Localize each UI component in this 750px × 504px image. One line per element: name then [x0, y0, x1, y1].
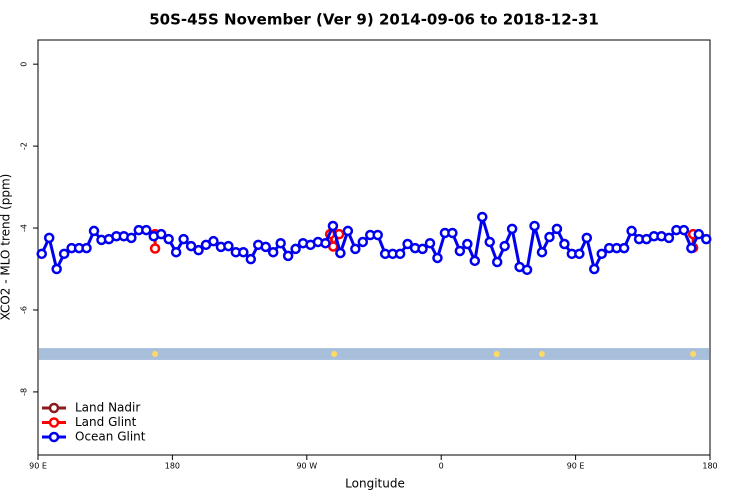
- point: [686, 242, 697, 254]
- point: [417, 243, 428, 255]
- point: [223, 240, 234, 252]
- point: [88, 225, 100, 237]
- point: [238, 246, 249, 258]
- point: [596, 248, 607, 260]
- point: [499, 240, 510, 252]
- y-tick-label: -8: [20, 388, 29, 396]
- point: [432, 252, 443, 264]
- point: [454, 245, 466, 257]
- point: [43, 232, 55, 244]
- y-tick-label: -2: [20, 142, 29, 150]
- point: [529, 220, 540, 232]
- band-marker: [690, 351, 697, 358]
- point: [701, 233, 712, 245]
- point: [574, 248, 585, 260]
- point: [536, 246, 548, 258]
- legend-marker: [48, 431, 60, 443]
- legend-marker: [48, 402, 60, 414]
- point: [663, 232, 675, 244]
- legend-label: Land Nadir: [75, 401, 140, 415]
- point: [282, 250, 294, 262]
- point: [350, 243, 361, 255]
- point: [126, 232, 137, 244]
- point: [424, 237, 436, 249]
- point: [155, 228, 167, 240]
- point: [551, 223, 563, 235]
- point: [245, 253, 257, 265]
- point: [81, 242, 92, 254]
- point: [149, 243, 161, 254]
- series-line: [40, 216, 708, 274]
- point: [327, 220, 339, 232]
- point: [462, 238, 473, 250]
- point: [320, 237, 331, 249]
- x-tick-label: 0: [439, 462, 444, 471]
- point: [58, 248, 70, 260]
- point: [402, 238, 413, 250]
- point: [544, 231, 555, 243]
- band: [39, 348, 709, 360]
- legend-label: Ocean Glint: [75, 430, 146, 444]
- legend-marker: [48, 417, 60, 428]
- y-tick-label: -6: [20, 306, 29, 314]
- y-tick-label: 0: [20, 62, 29, 67]
- band-marker: [331, 351, 338, 358]
- point: [589, 263, 600, 275]
- x-tick-label: 180: [165, 462, 180, 471]
- point: [559, 238, 570, 250]
- point: [491, 256, 503, 268]
- band-marker: [493, 351, 500, 358]
- point: [163, 233, 174, 245]
- point: [693, 228, 705, 240]
- x-axis-label: Longitude: [345, 477, 405, 491]
- point: [290, 243, 301, 255]
- plot-frame: [37, 39, 711, 456]
- point: [626, 225, 637, 237]
- point: [275, 237, 286, 249]
- x-tick-label: 90 W: [296, 462, 317, 471]
- point: [521, 264, 533, 276]
- point: [141, 224, 152, 236]
- point: [208, 235, 219, 247]
- point: [372, 229, 383, 241]
- point: [193, 244, 204, 256]
- point: [469, 255, 481, 267]
- point: [267, 246, 279, 258]
- point: [260, 241, 271, 253]
- point: [36, 248, 47, 260]
- band-marker: [538, 351, 545, 358]
- point: [170, 246, 182, 258]
- point: [335, 247, 346, 259]
- point: [447, 227, 458, 239]
- chart-title: 50S-45S November (Ver 9) 2014-09-06 to 2…: [149, 11, 599, 29]
- point: [477, 211, 488, 223]
- x-tick-label: 90 E: [29, 462, 47, 471]
- point: [342, 225, 354, 237]
- x-tick-label: 90 E: [567, 462, 585, 471]
- point: [678, 224, 690, 236]
- point: [506, 223, 518, 235]
- point: [581, 232, 593, 244]
- point: [484, 236, 495, 248]
- point: [51, 263, 62, 275]
- point: [357, 236, 369, 248]
- point: [394, 248, 406, 260]
- legend-label: Land Glint: [75, 415, 137, 429]
- point: [178, 233, 189, 245]
- y-axis-label: XCO2 - MLO trend (ppm): [0, 174, 13, 321]
- point: [618, 242, 630, 254]
- x-tick-label: 180: [702, 462, 717, 471]
- point: [185, 240, 197, 252]
- band-marker: [152, 351, 159, 358]
- y-tick-label: -4: [20, 224, 29, 232]
